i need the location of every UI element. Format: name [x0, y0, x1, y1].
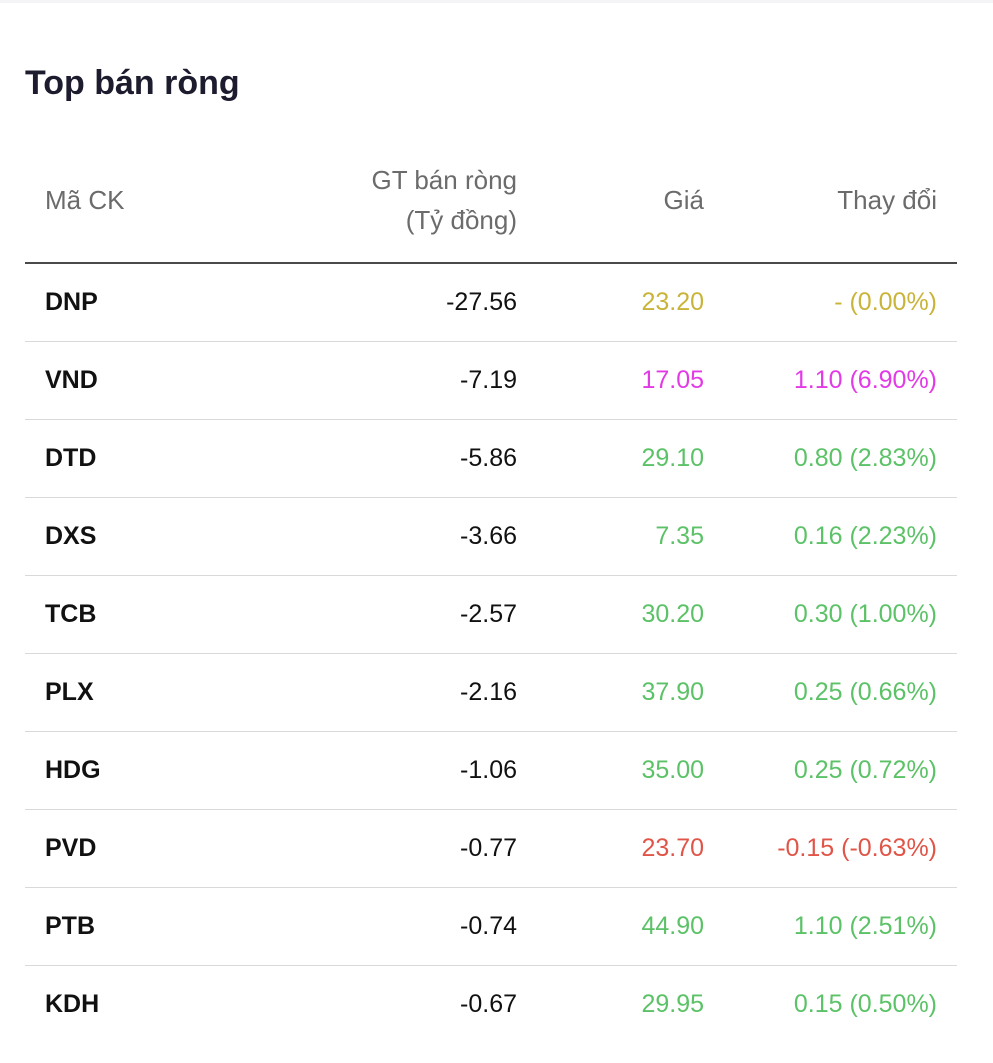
table-row[interactable]: HDG -1.06 35.00 0.25 (0.72%) [25, 732, 957, 810]
price-change: 0.30 (1.00%) [793, 600, 937, 628]
table-body: DNP -27.56 23.20 - (0.00%) VND -7.19 17.… [25, 264, 957, 1043]
price: 29.10 [641, 444, 704, 472]
stock-code[interactable]: HDG [45, 756, 101, 784]
net-sell-table: Mã CK GT bán ròng (Tỷ đồng) Giá Thay đổi… [25, 150, 957, 1043]
price: 37.90 [641, 678, 704, 706]
stock-code[interactable]: PLX [45, 678, 94, 706]
stock-code[interactable]: PVD [45, 834, 97, 862]
price-change: 1.10 (2.51%) [793, 912, 937, 940]
price: 23.70 [641, 834, 704, 862]
stock-code[interactable]: VND [45, 366, 98, 394]
price: 35.00 [641, 756, 704, 784]
price-change: - (0.00%) [834, 288, 937, 316]
price-change: -0.15 (-0.63%) [777, 834, 937, 862]
net-sell-value: -0.67 [460, 990, 517, 1018]
price: 44.90 [641, 912, 704, 940]
header-price: Giá [663, 185, 704, 215]
net-sell-value: -27.56 [446, 288, 517, 316]
net-sell-value: -0.77 [460, 834, 517, 862]
header-code: Mã CK [45, 185, 125, 215]
table-row[interactable]: DNP -27.56 23.20 - (0.00%) [25, 264, 957, 342]
table-row[interactable]: PVD -0.77 23.70 -0.15 (-0.63%) [25, 810, 957, 888]
stock-code[interactable]: TCB [45, 600, 97, 628]
table-row[interactable]: DTD -5.86 29.10 0.80 (2.83%) [25, 420, 957, 498]
price: 17.05 [641, 366, 704, 394]
price: 7.35 [655, 522, 704, 550]
table-row[interactable]: KDH -0.67 29.95 0.15 (0.50%) [25, 966, 957, 1043]
panel-title: Top bán ròng [25, 64, 240, 102]
net-sell-value: -2.16 [460, 678, 517, 706]
header-net-sell-value: GT bán ròng (Tỷ đồng) [257, 160, 517, 240]
net-sell-value: -1.06 [460, 756, 517, 784]
header-net-sell-value-line1: GT bán ròng [371, 165, 517, 195]
net-sell-value: -5.86 [460, 444, 517, 472]
price: 29.95 [641, 990, 704, 1018]
table-row[interactable]: DXS -3.66 7.35 0.16 (2.23%) [25, 498, 957, 576]
price: 30.20 [641, 600, 704, 628]
price-change: 0.80 (2.83%) [793, 444, 937, 472]
price-change: 0.16 (2.23%) [793, 522, 937, 550]
net-sell-value: -7.19 [460, 366, 517, 394]
table-row[interactable]: TCB -2.57 30.20 0.30 (1.00%) [25, 576, 957, 654]
stock-code[interactable]: PTB [45, 912, 95, 940]
table-row[interactable]: PTB -0.74 44.90 1.10 (2.51%) [25, 888, 957, 966]
top-divider [0, 0, 993, 3]
table-row[interactable]: VND -7.19 17.05 1.10 (6.90%) [25, 342, 957, 420]
header-net-sell-value-line2: (Tỷ đồng) [405, 205, 517, 235]
stock-code[interactable]: DXS [45, 522, 97, 550]
net-sell-value: -3.66 [460, 522, 517, 550]
price-change: 0.15 (0.50%) [793, 990, 937, 1018]
price-change: 0.25 (0.66%) [793, 678, 937, 706]
net-sell-value: -0.74 [460, 912, 517, 940]
header-change: Thay đổi [837, 185, 937, 215]
table-row[interactable]: PLX -2.16 37.90 0.25 (0.66%) [25, 654, 957, 732]
price-change: 0.25 (0.72%) [793, 756, 937, 784]
stock-code[interactable]: DTD [45, 444, 97, 472]
net-sell-value: -2.57 [460, 600, 517, 628]
price-change: 1.10 (6.90%) [793, 366, 937, 394]
stock-code[interactable]: KDH [45, 990, 100, 1018]
stock-code[interactable]: DNP [45, 288, 98, 316]
price: 23.20 [641, 288, 704, 316]
table-header: Mã CK GT bán ròng (Tỷ đồng) Giá Thay đổi [25, 150, 957, 264]
